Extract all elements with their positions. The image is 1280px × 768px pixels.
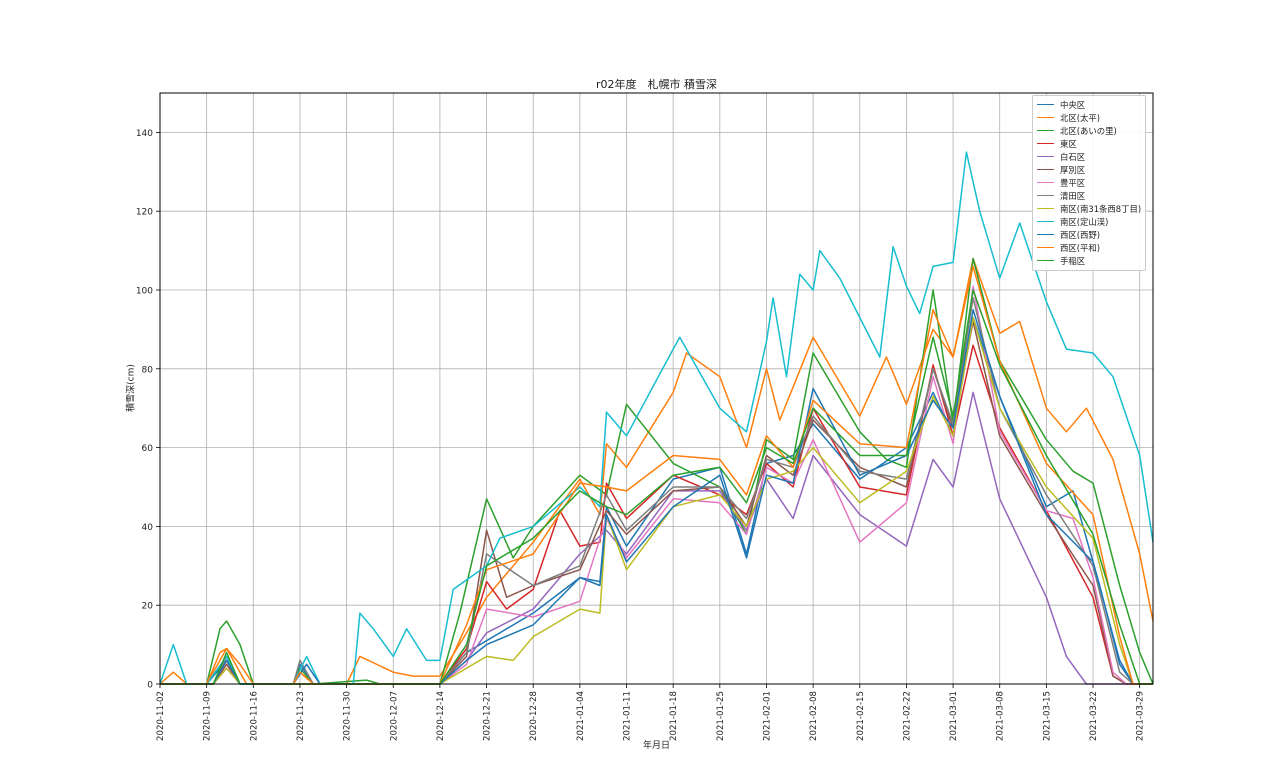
x-tick-label: 2021-02-15: [856, 691, 866, 741]
legend-entry: 厚別区: [1037, 163, 1141, 176]
x-tick-label: 2021-03-01: [949, 691, 959, 741]
legend-label: 西区(平和): [1060, 242, 1101, 253]
legend-entry: 南区(南31条西8丁目): [1037, 202, 1141, 215]
legend-entry: 北区(あいの里): [1037, 124, 1141, 137]
x-tick-label: 2020-11-02: [156, 691, 166, 741]
legend-label: 豊平区: [1060, 177, 1086, 188]
x-tick-label: 2021-01-25: [716, 691, 726, 741]
x-tick-label: 2021-02-01: [762, 691, 772, 741]
y-tick-label: 40: [142, 523, 154, 533]
x-tick-label: 2021-01-18: [669, 691, 679, 741]
legend-swatch: [1037, 130, 1054, 131]
legend-swatch: [1037, 117, 1054, 118]
x-axis-label: 年月日: [642, 741, 670, 751]
x-tick-label: 2020-11-16: [249, 691, 259, 741]
legend-label: 中央区: [1060, 99, 1086, 110]
legend-entry: 西区(平和): [1037, 241, 1141, 254]
series-line: [160, 316, 1153, 685]
y-tick-label: 120: [136, 208, 153, 218]
x-tick-label: 2021-02-22: [902, 691, 912, 741]
chart-title: r02年度 札幌市 積雪深: [595, 78, 717, 91]
legend-entry: 豊平区: [1037, 176, 1141, 189]
legend-label: 白石区: [1060, 151, 1086, 162]
legend-entry: 清田区: [1037, 189, 1141, 202]
grid-lines: [159, 93, 1153, 685]
x-tick-label: 2021-01-04: [576, 691, 586, 741]
legend-swatch: [1037, 169, 1054, 170]
x-tick-label: 2020-11-09: [203, 691, 213, 741]
series-lines: [159, 151, 1154, 685]
axes: [159, 92, 1154, 685]
legend-label: 北区(太平): [1060, 112, 1101, 123]
y-tick-label: 140: [136, 129, 153, 139]
legend-label: 北区(あいの里): [1060, 125, 1117, 136]
y-tick-label: 0: [147, 681, 153, 691]
x-tick-label: 2021-03-22: [1089, 691, 1099, 741]
y-tick-label: 80: [142, 365, 154, 375]
legend-entry: 東区: [1037, 137, 1141, 150]
legend-swatch: [1037, 195, 1054, 196]
plot-frame: [159, 92, 1154, 685]
x-tick-label: 2021-03-08: [996, 691, 1006, 741]
legend-label: 厚別区: [1060, 164, 1086, 175]
x-tick-label: 2020-12-14: [436, 691, 446, 741]
legend-swatch: [1037, 143, 1054, 144]
y-tick-label: 100: [136, 287, 153, 297]
legend-swatch: [1037, 234, 1054, 235]
legend-entry: 西区(西野): [1037, 228, 1141, 241]
series-line: [160, 285, 1153, 685]
legend-label: 南区(定山渓): [1060, 216, 1109, 227]
series-line: [160, 257, 1154, 685]
legend-swatch: [1037, 104, 1054, 105]
legend-swatch: [1037, 247, 1054, 248]
x-tick-label: 2020-12-07: [389, 691, 399, 741]
legend-entry: 北区(太平): [1037, 111, 1141, 124]
legend-entry: 中央区: [1037, 98, 1141, 111]
x-tick-label: 2020-11-23: [296, 691, 306, 741]
legend-swatch: [1037, 156, 1054, 157]
legend-entry: 白石区: [1037, 150, 1141, 163]
x-tick-label: 2021-03-15: [1042, 691, 1052, 741]
y-tick-label: 60: [142, 444, 154, 454]
x-tick-label: 2020-12-21: [483, 691, 493, 741]
legend-swatch: [1037, 182, 1054, 183]
y-axis-label: 積雪深(cm): [126, 364, 137, 412]
series-line: [160, 265, 1153, 685]
legend: 中央区北区(太平) 北区(あいの里) 東区白石区厚別区豊平区清田区南区(南31条西8…: [1032, 95, 1146, 271]
legend-swatch: [1037, 221, 1054, 222]
y-axis-ticks: 0 20 40 60 80 100 120 140: [136, 129, 160, 691]
legend-label: 西区(西野): [1060, 229, 1101, 240]
legend-swatch: [1037, 208, 1054, 209]
x-tick-label: 2021-01-11: [623, 691, 633, 741]
x-tick-label: 2020-12-28: [529, 691, 539, 741]
legend-entry: 手稲区: [1037, 254, 1141, 267]
x-axis-ticks: 2020-11-02 2020-11-09 2020-11-16 2020-11-23…: [156, 684, 1146, 741]
legend-label: 南区(南31条西8丁目): [1060, 203, 1142, 214]
legend-label: 清田区: [1060, 190, 1086, 201]
series-line: [160, 289, 1153, 685]
legend-swatch: [1037, 260, 1054, 261]
series-line: [159, 257, 1154, 685]
legend-entry: 南区(定山渓): [1037, 215, 1141, 228]
x-tick-label: 2020-11-30: [343, 691, 353, 741]
x-tick-label: 2021-03-29: [1136, 691, 1146, 741]
series-line: [160, 308, 1153, 685]
x-tick-label: 2021-02-08: [809, 691, 819, 741]
legend-label: 手稲区: [1060, 255, 1086, 266]
y-tick-label: 20: [142, 602, 154, 612]
legend-label: 東区: [1060, 138, 1077, 149]
